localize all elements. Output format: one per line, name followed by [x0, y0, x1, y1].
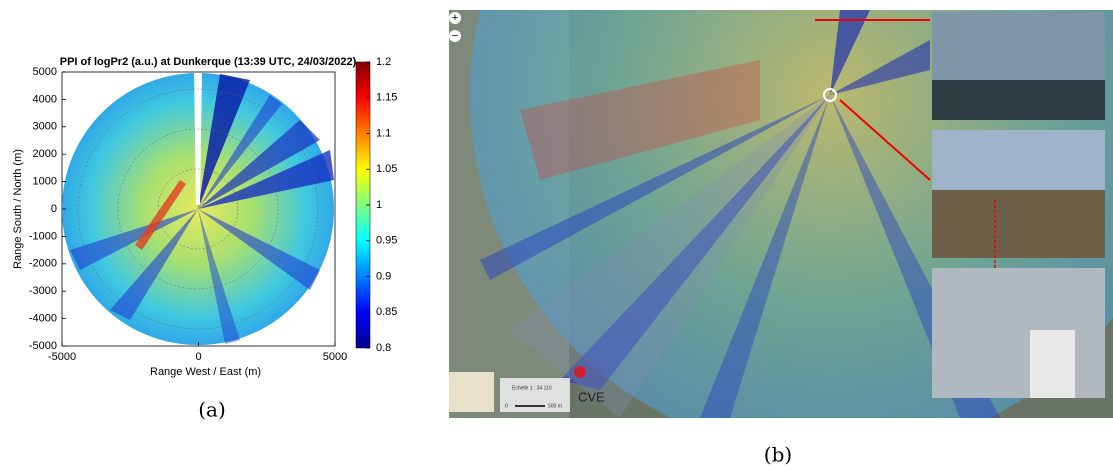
caption: (a): [198, 398, 226, 422]
plot-title: PPI of logPr2 (a.u.) at Dunkerque (13:39…: [60, 56, 357, 68]
x-tick-label: 0: [195, 351, 201, 363]
colorbar-tick-label: 0.85: [376, 306, 397, 318]
y-tick-label: 5000: [33, 66, 57, 78]
site-label: CVE: [578, 389, 605, 404]
map-screenshot: [449, 10, 1113, 418]
colorbar-tick-label: 1.2: [376, 56, 391, 68]
colorbar-tick-label: 0.8: [376, 342, 391, 354]
y-tick-label: -1000: [29, 230, 57, 242]
colorbar-tick-label: 1.05: [376, 163, 397, 175]
colorbar-tick-label: 0.9: [376, 270, 391, 282]
colorbar-tick-label: 0.95: [376, 235, 397, 247]
y-tick-label: -2000: [29, 258, 57, 270]
y-tick-label: -4000: [29, 313, 57, 325]
colorbar-tick-label: 1.1: [376, 127, 391, 139]
scale-bar-label: 500 m: [548, 403, 562, 409]
y-axis-label: Range South / North (m): [12, 149, 24, 269]
colorbar-tick-label: 1.15: [376, 92, 397, 104]
caption: (b): [764, 443, 792, 467]
zoom-out-button[interactable]: −: [452, 30, 458, 42]
radar-disk: [62, 73, 334, 345]
y-tick-label: 4000: [33, 93, 57, 105]
zoom-in-button[interactable]: +: [452, 12, 458, 24]
y-tick-label: 3000: [33, 121, 57, 133]
x-tick-label: -5000: [48, 351, 76, 363]
x-tick-label: 5000: [323, 351, 347, 363]
scale-label: Echelle 1 : 34 110: [512, 385, 552, 391]
y-tick-label: 2000: [33, 148, 57, 160]
y-tick-label: 1000: [33, 176, 57, 188]
scale-bar-start: 0: [505, 403, 508, 409]
y-tick-label: 0: [51, 203, 57, 215]
colorbar-tick-label: 1: [376, 199, 382, 211]
y-tick-label: -3000: [29, 285, 57, 297]
x-axis-label: Range West / East (m): [150, 366, 261, 378]
y-tick-label: -5000: [29, 340, 57, 352]
